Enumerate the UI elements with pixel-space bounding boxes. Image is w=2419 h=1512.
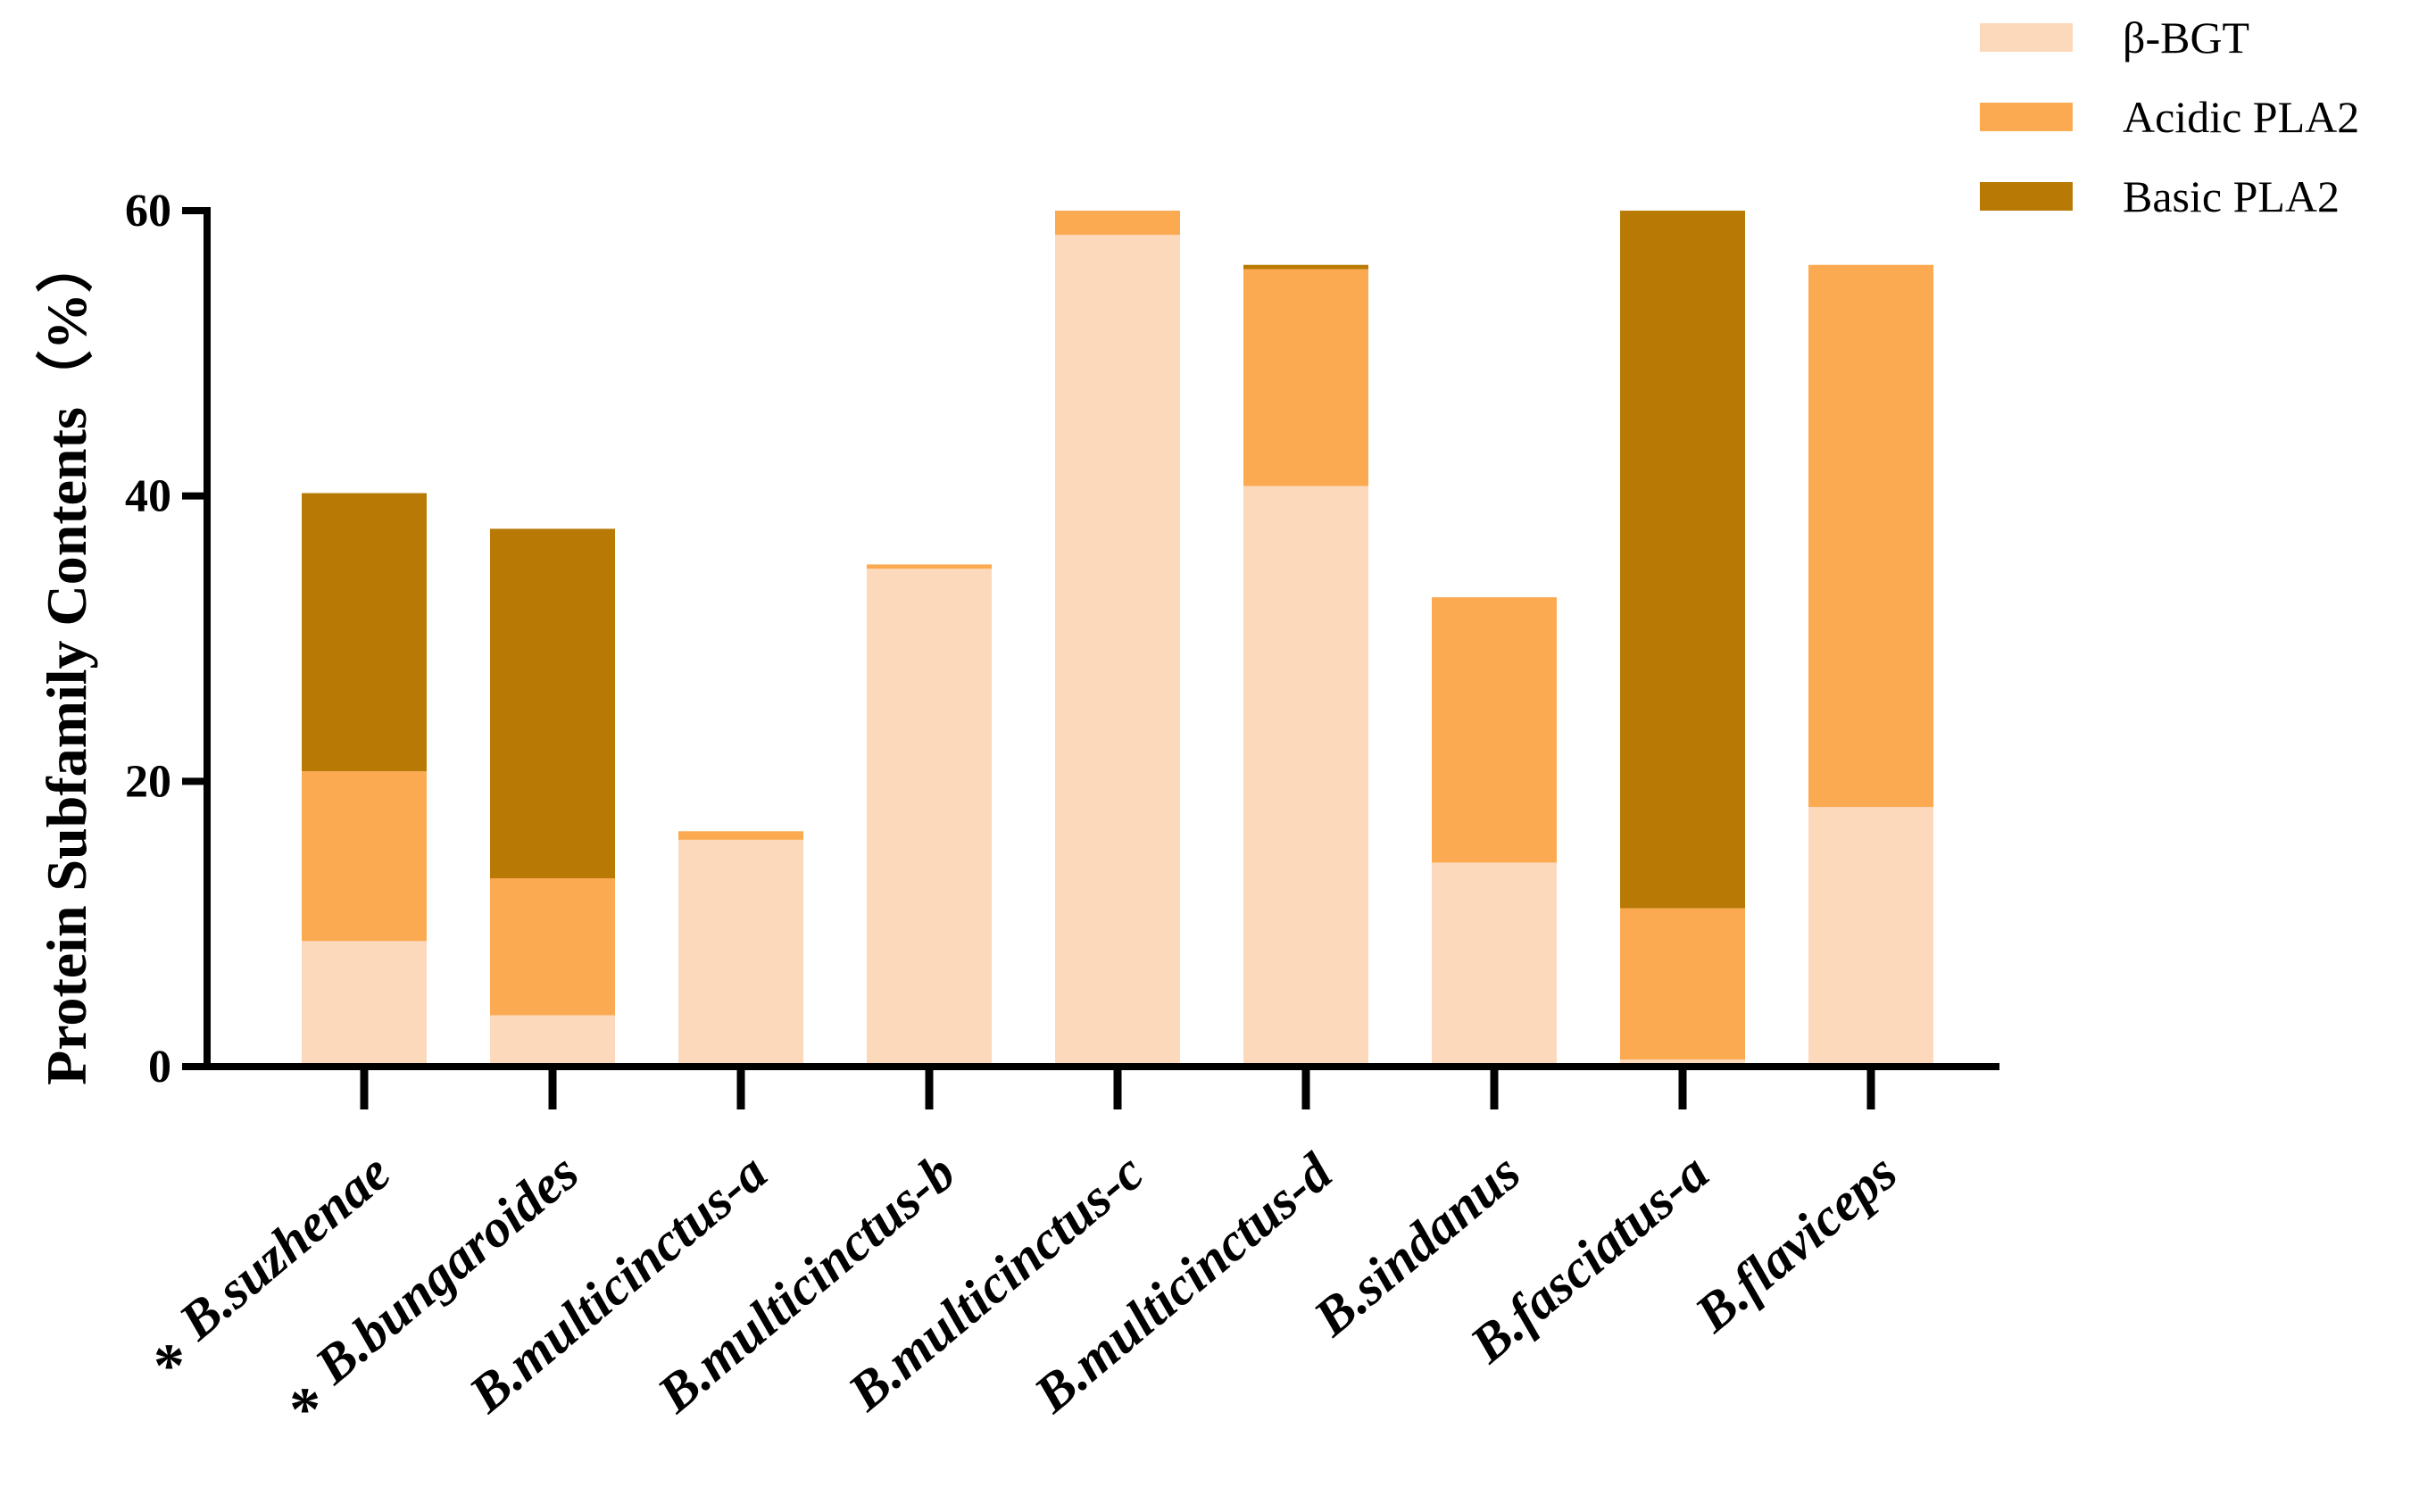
legend-label: Acidic PLA2 — [2123, 92, 2359, 142]
y-tick-label: 0 — [148, 1042, 171, 1092]
bar-segment — [302, 771, 427, 942]
x-category-label-group: B.suzhenae* — [154, 1142, 401, 1401]
legend: β-BGT Acidic PLA2 Basic PLA2 — [1980, 12, 2359, 221]
bar-segment — [678, 831, 803, 840]
legend-swatch — [1980, 23, 2073, 52]
bars-layer — [302, 211, 1933, 1068]
y-ticks-layer: 0 20 40 60 — [125, 186, 207, 1092]
axes-layer — [204, 207, 1999, 1070]
bar-segment — [1620, 211, 1745, 909]
legend-swatch — [1980, 182, 2073, 211]
bar-segment — [1055, 235, 1180, 1068]
y-tick-label: 20 — [125, 756, 171, 807]
bar-segment — [1055, 211, 1180, 236]
bar-segment — [867, 564, 992, 569]
bar-segment — [490, 528, 615, 879]
y-axis-title: Protein Subfamily Contents（%） — [35, 236, 98, 1085]
bar-segment — [1620, 908, 1745, 1060]
y-tick-label: 40 — [125, 471, 171, 522]
bar-segment — [867, 569, 992, 1067]
bar-segment — [1432, 862, 1557, 1067]
bar-segment — [1808, 807, 1933, 1067]
significance-asterisk: * — [154, 1332, 185, 1400]
x-category-label-group: B.flaviceps — [1683, 1142, 1908, 1344]
significance-asterisk: * — [289, 1376, 320, 1445]
bar-segment — [1243, 269, 1368, 486]
bar-segment — [302, 941, 427, 1067]
legend-swatch — [1980, 103, 2073, 131]
x-category-label: B.flaviceps — [1683, 1142, 1908, 1344]
legend-label: β-BGT — [2123, 12, 2249, 62]
bar-segment — [302, 493, 427, 772]
bar-segment — [490, 1015, 615, 1067]
bar-segment — [1243, 264, 1368, 270]
bar-segment — [490, 878, 615, 1016]
bar-segment — [678, 839, 803, 1067]
y-tick-label: 60 — [125, 186, 171, 237]
x-ticks-layer: B.suzhenae* B.bungaroides* B.multicinctus-… — [154, 1067, 1908, 1445]
bar-segment — [1243, 486, 1368, 1067]
legend-label: Basic PLA2 — [2123, 171, 2340, 221]
bar-segment — [1808, 264, 1933, 808]
bar-segment — [1432, 597, 1557, 863]
